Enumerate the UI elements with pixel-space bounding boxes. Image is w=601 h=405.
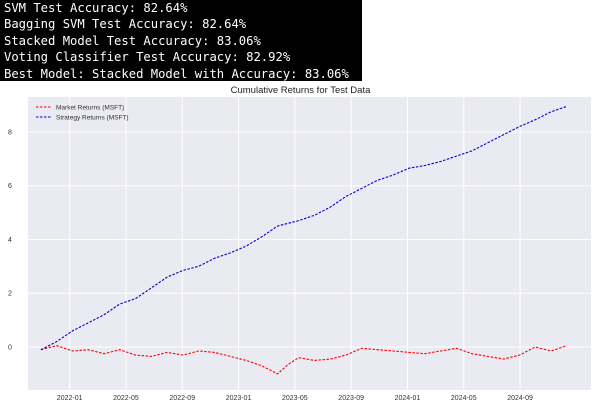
x-tick-label: 2024-01 (395, 395, 421, 402)
plot-area (28, 97, 591, 390)
legend-label: Market Returns (MSFT) (56, 104, 124, 111)
y-tick-label: 4 (8, 237, 12, 244)
x-tick-label: 2022-01 (57, 395, 83, 402)
chart-title: Cumulative Returns for Test Data (230, 85, 371, 96)
console-line: Best Model: Stacked Model with Accuracy:… (4, 66, 349, 81)
console-line: Bagging SVM Test Accuracy: 82.64% (4, 17, 247, 32)
x-tick-label: 2024-09 (507, 395, 533, 402)
x-tick-label: 2023-01 (226, 395, 252, 402)
y-tick-label: 8 (8, 129, 12, 136)
x-tick-label: 2024-05 (451, 395, 477, 402)
y-tick-label: 2 (8, 291, 12, 298)
x-tick-label: 2023-09 (338, 395, 364, 402)
console-line: SVM Test Accuracy: 82.64% (4, 1, 188, 15)
strategy-returns-line (40, 105, 567, 351)
x-tick-label: 2022-05 (113, 395, 139, 402)
console-line: Stacked Model Test Accuracy: 83.06% (4, 33, 261, 48)
y-tick-label: 6 (8, 183, 12, 190)
console-line: Voting Classifier Test Accuracy: 82.92% (4, 50, 291, 65)
x-tick-label: 2022-09 (169, 395, 195, 402)
console-output: SVM Test Accuracy: 82.64% Bagging SVM Te… (0, 0, 362, 81)
legend-label: Strategy Returns (MSFT) (56, 114, 129, 121)
y-tick-label: 0 (8, 344, 12, 351)
market-returns-line (40, 345, 567, 375)
x-tick-label: 2023-05 (282, 395, 308, 402)
